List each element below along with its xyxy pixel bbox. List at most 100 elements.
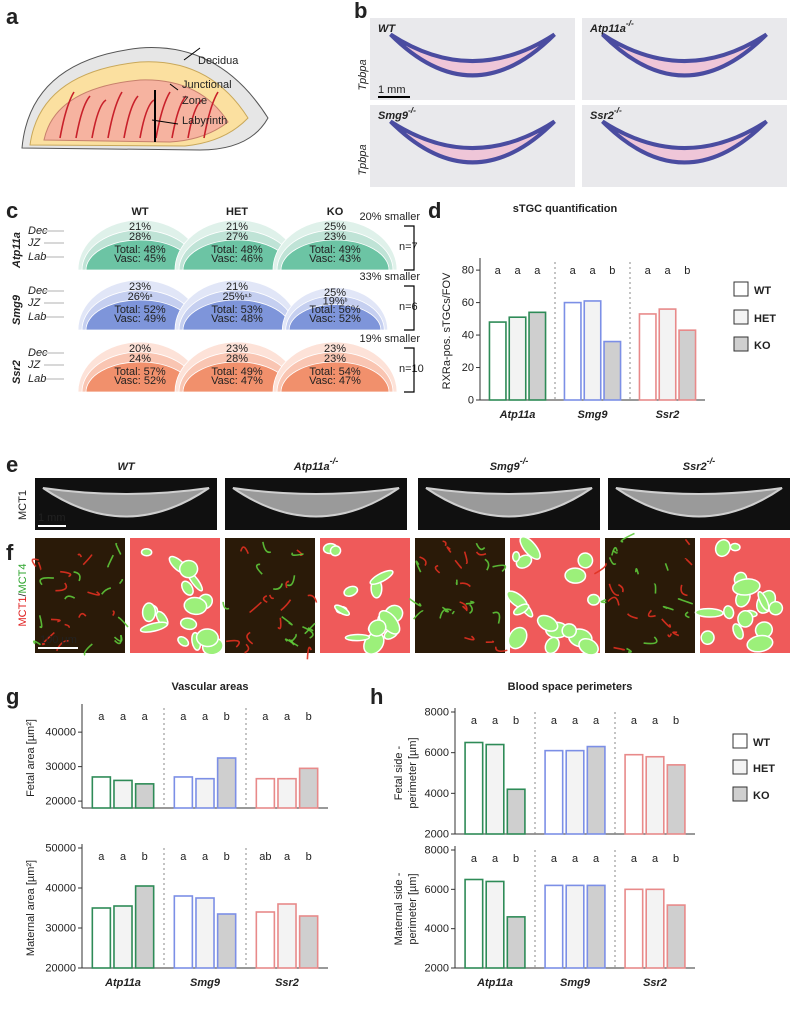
fluor-trace [222, 601, 230, 610]
legend-swatch [733, 309, 749, 325]
chart-title: sTGC quantification [513, 203, 618, 215]
y-tick-label: 20000 [45, 963, 76, 975]
fluor-trace [442, 540, 447, 547]
x-tick-label: Smg9 [560, 977, 591, 989]
fluor-trace [685, 539, 691, 546]
total-pct: Total: 56% [309, 304, 361, 316]
y-tick-label: 80 [462, 265, 474, 277]
fluor-trace [672, 631, 680, 637]
fluor-trace [607, 596, 620, 606]
segment-blob [511, 550, 521, 563]
legend-label: WT [753, 737, 770, 749]
column-header: HET [226, 206, 248, 218]
fluor-trace [255, 563, 263, 575]
fluor-trace [463, 551, 468, 565]
segment-blob [507, 626, 528, 650]
bar [544, 884, 564, 969]
image-bg [370, 18, 575, 100]
layer-label: JZ [27, 237, 42, 249]
dec-pct: 23% [226, 343, 248, 355]
segment-blob [732, 623, 744, 640]
fluor-trace [87, 591, 101, 596]
x-tick-label: Ssr2 [643, 977, 667, 989]
fluor-trace [664, 563, 669, 571]
jz-pct: 25%a,b [223, 291, 252, 303]
label: Decidua [198, 55, 239, 67]
fluor-trace [268, 594, 275, 600]
total-pct: Total: 53% [211, 304, 263, 316]
fluor-trace [107, 554, 114, 568]
significance-letter: a [652, 853, 659, 865]
y-axis-label: RXRa-pos. sTGCs/FOV [441, 272, 453, 389]
vessel [59, 91, 75, 139]
fluor-trace [101, 587, 112, 595]
fluor-trace [684, 558, 693, 566]
legend-swatch [733, 336, 749, 352]
significance-letter: a [589, 265, 596, 277]
column-header: KO [327, 206, 344, 218]
label: Labyrinth [182, 115, 227, 127]
jz-pct: 27% [226, 231, 248, 243]
label-line [183, 47, 201, 61]
bar [255, 777, 276, 809]
x-tick-label: Atp11a [499, 409, 536, 421]
significance-letter: b [513, 853, 519, 865]
fluor-trace [618, 583, 624, 593]
significance-letter: a [120, 711, 127, 723]
significance-letter: a [492, 853, 499, 865]
vasc-pct: Vasc: 47% [211, 375, 263, 387]
segment-blob [344, 633, 371, 642]
bar [565, 749, 585, 835]
significance-letter: b [609, 265, 615, 277]
panel-label: h [370, 684, 383, 709]
jz-pct: 23% [324, 231, 346, 243]
bar [658, 308, 677, 401]
vasc-pct: Vasc: 49% [114, 313, 166, 325]
segment-blob [737, 609, 754, 628]
dec-pct: 23% [324, 343, 346, 355]
image-label: Smg9-/- [378, 105, 416, 122]
x-tick-label: Atp11a [104, 977, 141, 989]
significance-letter: a [570, 265, 577, 277]
fluor-trace [117, 616, 129, 628]
fluor-trace [50, 618, 61, 623]
bar [255, 911, 276, 969]
panel-label: b [354, 0, 367, 23]
gene-superscript: -/- [707, 456, 716, 466]
fluor-trace [439, 608, 452, 619]
fluor-trace [662, 605, 674, 611]
fluor-trace [286, 575, 296, 587]
y-tick-label: 0 [468, 395, 474, 407]
fluor-trace [643, 636, 658, 645]
layer-shape [280, 361, 390, 393]
y-axis-label: Maternal area [µm²] [25, 860, 37, 956]
label: Zone [182, 95, 207, 107]
bar [173, 895, 194, 969]
fluor-trace [55, 582, 68, 592]
jz-pct: 24% [129, 353, 151, 365]
layer-label: Dec [28, 347, 48, 359]
fluor-trace [39, 576, 54, 586]
bar [113, 779, 133, 809]
layer-label: JZ [27, 297, 42, 309]
fluor-trace [306, 646, 312, 660]
bracket [404, 225, 415, 271]
panel-label: c [6, 198, 18, 223]
fluor-trace [612, 549, 618, 554]
significance-letter: a [551, 853, 558, 865]
significance-letter: a [664, 265, 671, 277]
fluor-trace [495, 646, 508, 653]
significance-letter: ab [259, 851, 271, 863]
vasc-pct: Vasc: 47% [309, 375, 361, 387]
bar [488, 321, 507, 401]
vessel [203, 91, 219, 139]
stain-label: MCT1/MCT4 [17, 564, 29, 627]
y-tick-label: 2000 [425, 829, 449, 841]
fluor-trace [262, 541, 272, 554]
jz-value: 25% [223, 291, 245, 303]
n-count: n=6 [399, 301, 418, 313]
fluor-trace [37, 561, 42, 571]
fluor-trace [684, 611, 690, 619]
bar [638, 313, 657, 401]
